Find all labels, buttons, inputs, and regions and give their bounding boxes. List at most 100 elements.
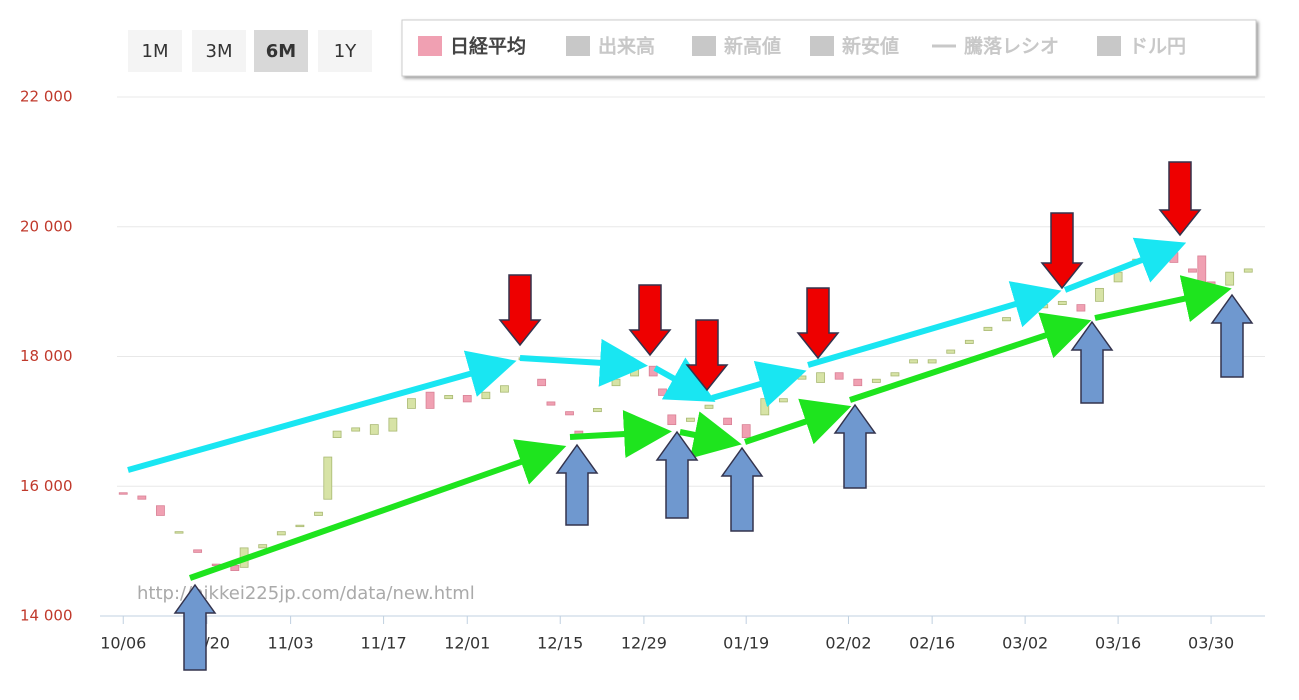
candle: [323, 456, 333, 500]
range-button[interactable]: [192, 30, 246, 72]
x-tick-label: 12/15: [537, 634, 583, 653]
buy-arrow: [173, 583, 217, 671]
candle: [156, 505, 165, 516]
candle: [314, 511, 323, 516]
y-tick-label: 20 000: [20, 217, 73, 235]
candle: [388, 417, 398, 432]
buy-arrow: [1070, 320, 1114, 404]
trend-arrow: [711, 360, 807, 408]
sell-arrow: [498, 274, 542, 347]
candle: [295, 524, 305, 528]
candle: [425, 391, 435, 409]
candle: [834, 372, 844, 380]
candle: [351, 427, 361, 432]
x-tick-label: 12/29: [621, 634, 667, 653]
candle: [927, 359, 937, 364]
candle: [1076, 304, 1086, 312]
legend-label[interactable]: 出来高: [598, 35, 655, 58]
legend-symbol: [810, 36, 834, 56]
candle: [1057, 300, 1067, 306]
candle: [1169, 252, 1179, 263]
x-tick-label: 03/02: [1002, 634, 1048, 653]
candle: [1243, 268, 1253, 273]
sell-arrow: [1158, 161, 1202, 237]
x-tick-label: 03/30: [1188, 634, 1234, 653]
candle: [890, 372, 900, 377]
candle: [871, 378, 881, 383]
legend-symbol: [418, 36, 442, 56]
candle: [816, 372, 825, 383]
candle: [500, 385, 509, 393]
x-tick-label: 01/19: [723, 634, 769, 653]
x-tick-label: 03/16: [1095, 634, 1141, 653]
candle: [1188, 268, 1197, 273]
candle: [797, 375, 807, 380]
sell-arrow: [628, 284, 672, 357]
legend-label[interactable]: ドル円: [1129, 36, 1186, 58]
trend-arrow: [807, 281, 1062, 368]
candle: [137, 495, 147, 500]
candle: [1002, 317, 1011, 322]
buy-arrow: [833, 403, 877, 489]
candle: [686, 417, 695, 422]
buy-arrow: [720, 446, 764, 532]
candle: [704, 404, 714, 409]
candle: [1020, 313, 1030, 318]
candle: [1206, 281, 1216, 286]
candle: [1095, 287, 1104, 302]
candle: [658, 388, 667, 396]
candle: [369, 424, 379, 435]
watermark: http://nikkei225jp.com/data/new.html: [137, 583, 475, 604]
buy-arrow: [655, 430, 699, 519]
candle: [778, 398, 788, 403]
candle: [909, 359, 918, 364]
buy-arrow: [1210, 293, 1254, 378]
legend-symbol: [692, 36, 716, 56]
candle: [1197, 255, 1207, 283]
candle: [593, 407, 602, 413]
range-button[interactable]: [254, 30, 308, 72]
sell-arrow: [796, 287, 840, 360]
sell-arrow: [685, 319, 729, 392]
range-button[interactable]: [318, 30, 372, 72]
legend-label[interactable]: 新安値: [842, 35, 899, 58]
candle: [276, 531, 286, 536]
candle: [332, 430, 342, 438]
legend-label[interactable]: 新高値: [724, 35, 781, 58]
candle: [174, 531, 184, 534]
range-button-label: 3M: [206, 41, 233, 62]
x-tick-label: 11/03: [268, 634, 314, 653]
candle: [1150, 242, 1160, 247]
legend-label[interactable]: 騰落レシオ: [963, 35, 1059, 58]
trend-arrow: [127, 350, 517, 473]
trend-arrow: [519, 338, 648, 387]
range-button-label: 1M: [142, 41, 169, 62]
trend-arrow: [744, 398, 852, 445]
candle: [565, 411, 574, 416]
legend-label[interactable]: 日経平均: [450, 35, 526, 58]
candle: [546, 401, 556, 406]
trend-arrow: [1094, 275, 1232, 323]
y-tick-label: 14 000: [20, 607, 73, 625]
candle: [983, 326, 993, 331]
candle: [760, 398, 770, 416]
candle: [537, 378, 547, 387]
x-tick-label: 02/02: [825, 634, 871, 653]
candle: [741, 424, 751, 438]
candle: [946, 349, 956, 354]
trend-arrow: [1063, 237, 1187, 293]
y-tick-label: 18 000: [20, 347, 73, 365]
trend-arrow: [679, 411, 742, 459]
candle: [667, 414, 677, 426]
signal-arrows: [173, 161, 1254, 671]
sell-arrow: [1040, 212, 1084, 290]
range-button[interactable]: [128, 30, 182, 72]
trend-arrow: [653, 357, 716, 402]
candle: [462, 395, 472, 403]
candle: [407, 398, 416, 409]
candle: [481, 391, 491, 400]
candle: [444, 395, 454, 400]
x-tick-label: 02/16: [909, 634, 955, 653]
